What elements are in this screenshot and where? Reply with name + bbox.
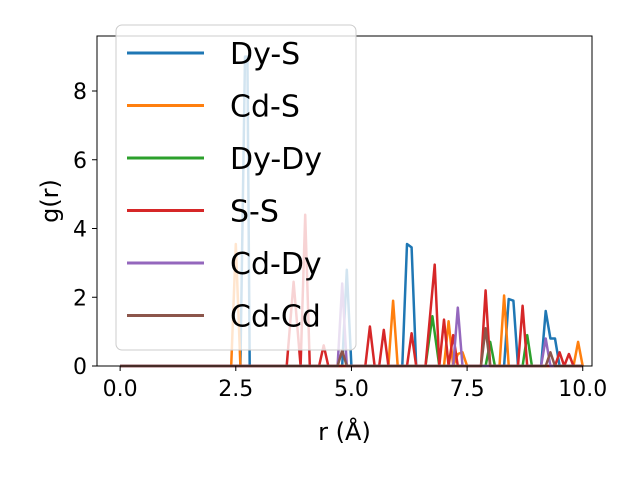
legend-entry: Dy-Dy bbox=[230, 142, 322, 177]
legend-entry: Dy-S bbox=[230, 37, 300, 72]
legend-entry: Cd-Cd bbox=[230, 300, 321, 335]
y-tick-label: 0 bbox=[73, 355, 87, 380]
y-tick-label: 8 bbox=[73, 80, 87, 105]
y-axis-ticks: 0 2 4 6 8 bbox=[73, 80, 97, 380]
series-line-dy-dy bbox=[120, 314, 583, 368]
x-tick-label: 0.0 bbox=[103, 377, 138, 402]
legend: Dy-S Cd-S Dy-Dy S-S Cd-Dy Cd-Cd bbox=[115, 24, 357, 351]
legend-entry: Cd-S bbox=[230, 90, 300, 125]
series-line-cd-cd bbox=[120, 326, 583, 368]
x-tick-label: 5.0 bbox=[334, 377, 369, 402]
x-tick-label: 2.5 bbox=[218, 377, 253, 402]
legend-entry: Cd-Dy bbox=[230, 247, 322, 282]
y-tick-label: 6 bbox=[73, 149, 87, 174]
x-axis-label: r (Å) bbox=[318, 417, 371, 446]
y-tick-label: 2 bbox=[73, 286, 87, 311]
y-tick-label: 4 bbox=[73, 218, 87, 243]
x-axis-ticks: 0.0 2.5 5.0 7.5 10.0 bbox=[103, 366, 607, 402]
y-axis-label: g(r) bbox=[36, 179, 64, 223]
x-tick-label: 7.5 bbox=[450, 377, 485, 402]
x-tick-label: 10.0 bbox=[558, 377, 607, 402]
legend-entry: S-S bbox=[230, 195, 279, 230]
